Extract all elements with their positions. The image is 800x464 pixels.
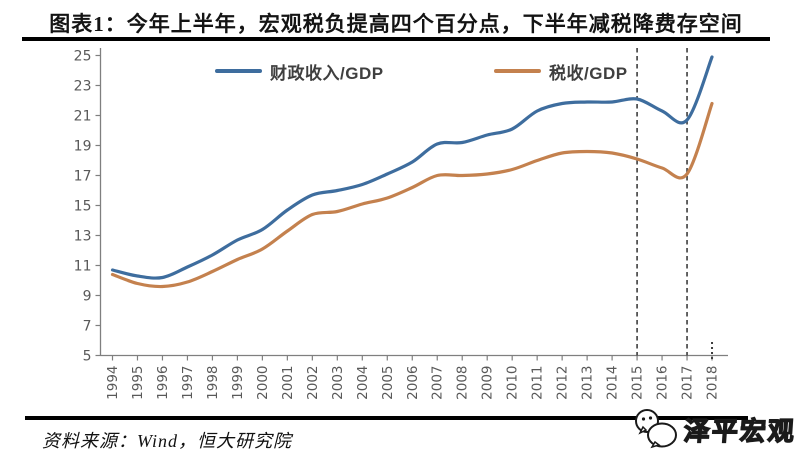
svg-text:1998: 1998 — [205, 366, 221, 400]
legend: 财政收入/GDP 税收/GDP — [0, 60, 800, 83]
svg-text:15: 15 — [74, 199, 92, 215]
svg-text:1994: 1994 — [105, 366, 121, 400]
fiscal-line-swatch — [215, 69, 262, 73]
svg-text:2005: 2005 — [380, 366, 396, 400]
brand-watermark: 泽平宏观 — [632, 406, 798, 452]
svg-text:7: 7 — [83, 319, 92, 335]
fiscal-legend-label: 财政收入/GDP — [270, 63, 384, 83]
svg-text:17: 17 — [74, 169, 92, 185]
source-note: 资料来源：Wind，恒大研究院 — [42, 431, 293, 451]
legend-item-tax: 税收/GDP — [494, 60, 628, 83]
svg-text:11: 11 — [74, 259, 92, 275]
svg-text:2002: 2002 — [305, 366, 321, 400]
tax-legend-label: 税收/GDP — [549, 63, 628, 83]
svg-text:9: 9 — [83, 289, 92, 305]
svg-text:2007: 2007 — [430, 366, 446, 400]
svg-text:2012: 2012 — [555, 366, 571, 400]
svg-text:2008: 2008 — [455, 366, 471, 400]
svg-text:2011: 2011 — [530, 366, 546, 400]
svg-text:2004: 2004 — [355, 366, 371, 400]
svg-text:2010: 2010 — [505, 366, 521, 400]
svg-text:1997: 1997 — [180, 366, 196, 400]
svg-text:2013: 2013 — [580, 366, 596, 400]
svg-text:2009: 2009 — [480, 366, 496, 400]
svg-text:25: 25 — [74, 49, 92, 65]
svg-text:1996: 1996 — [155, 366, 171, 400]
svg-text:1995: 1995 — [130, 366, 146, 400]
svg-text:23: 23 — [74, 79, 92, 95]
svg-text:2000: 2000 — [255, 366, 271, 400]
svg-text:2006: 2006 — [405, 366, 421, 400]
svg-text:5: 5 — [83, 349, 92, 365]
watermark-label: 泽平宏观 — [682, 415, 797, 446]
title-underline — [22, 37, 770, 41]
tax-line-swatch — [494, 69, 541, 73]
svg-text:19: 19 — [74, 139, 92, 155]
svg-text:2014: 2014 — [605, 366, 621, 400]
footer-rule — [25, 416, 748, 420]
svg-text:21: 21 — [74, 109, 92, 125]
svg-text:1999: 1999 — [230, 366, 246, 400]
svg-text:2016: 2016 — [655, 366, 671, 400]
svg-text:2003: 2003 — [330, 366, 346, 400]
svg-text:2017: 2017 — [680, 366, 696, 400]
svg-text:13: 13 — [74, 229, 92, 245]
svg-text:2001: 2001 — [280, 366, 296, 400]
svg-text:2015: 2015 — [630, 366, 646, 400]
chat-face-icon — [634, 409, 677, 449]
chart-title: 图表1：今年上半年，宏观税负提高四个百分点，下半年减税降费存空间 — [49, 12, 743, 36]
legend-item-fiscal: 财政收入/GDP — [215, 60, 384, 83]
svg-text:2018: 2018 — [705, 366, 721, 400]
